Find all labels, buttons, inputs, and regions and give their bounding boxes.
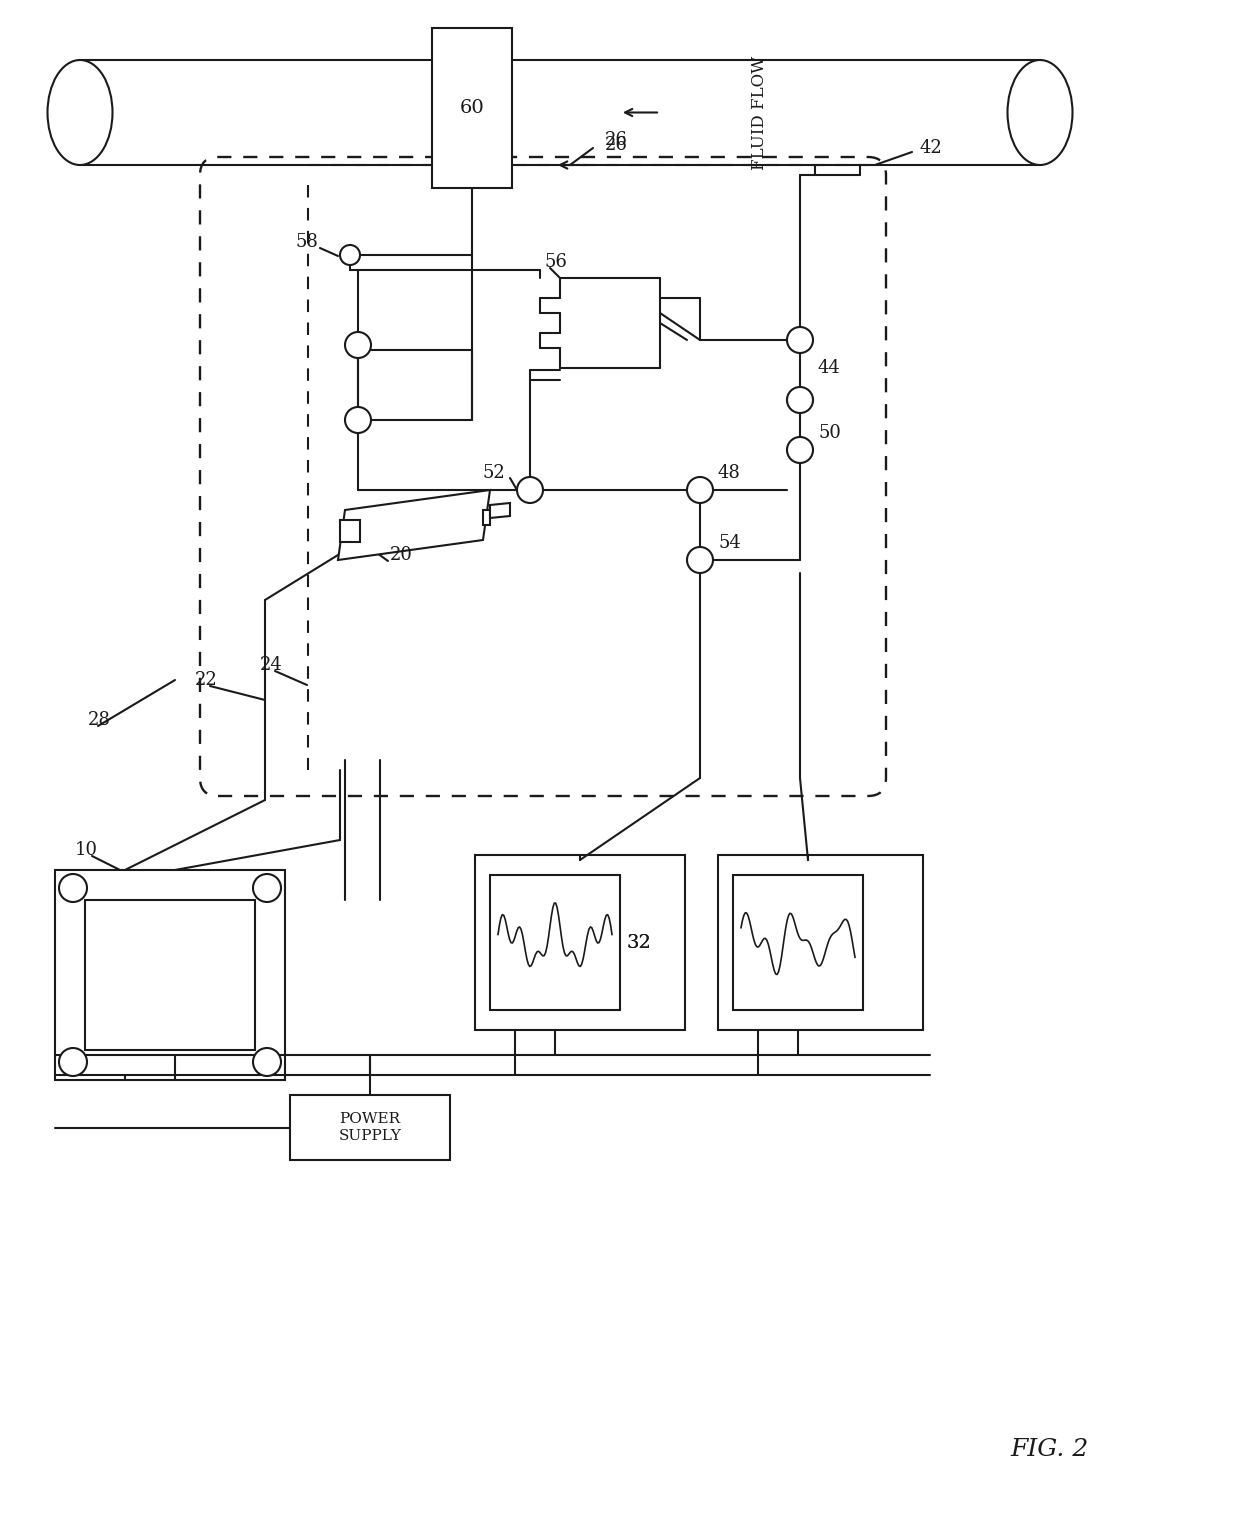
Ellipse shape — [47, 59, 113, 165]
Bar — [733, 875, 863, 1010]
Circle shape — [517, 477, 543, 503]
Text: 26: 26 — [605, 131, 627, 149]
Text: 22: 22 — [195, 671, 218, 689]
Ellipse shape — [1007, 59, 1073, 165]
Bar — [475, 855, 684, 1030]
Text: 20: 20 — [391, 546, 413, 564]
Circle shape — [253, 873, 281, 902]
Circle shape — [787, 328, 813, 354]
Circle shape — [60, 1049, 87, 1076]
Polygon shape — [339, 491, 490, 559]
Bar — [718, 855, 923, 1030]
Bar — [490, 875, 620, 1010]
Text: 24: 24 — [260, 655, 283, 674]
Bar — [86, 901, 255, 1050]
Bar — [432, 27, 512, 187]
Circle shape — [787, 437, 813, 463]
Text: 44: 44 — [818, 360, 841, 376]
Text: 10: 10 — [74, 841, 98, 860]
Circle shape — [787, 387, 813, 413]
Circle shape — [687, 547, 713, 573]
Text: FLUID FLOW: FLUID FLOW — [751, 55, 769, 169]
Circle shape — [253, 1049, 281, 1076]
Polygon shape — [484, 511, 490, 524]
Text: FIG. 2: FIG. 2 — [1011, 1439, 1089, 1462]
Polygon shape — [490, 503, 510, 518]
Circle shape — [340, 245, 360, 265]
Text: 50: 50 — [818, 424, 841, 442]
Circle shape — [345, 332, 371, 358]
Circle shape — [345, 407, 371, 433]
Text: 32: 32 — [626, 934, 651, 951]
Text: 58: 58 — [295, 233, 317, 251]
Text: 32: 32 — [626, 934, 651, 951]
Text: 28: 28 — [88, 712, 110, 728]
Text: 54: 54 — [718, 533, 740, 552]
Text: 48: 48 — [718, 463, 740, 482]
Text: 42: 42 — [920, 139, 942, 157]
Text: 52: 52 — [482, 463, 505, 482]
Text: 60: 60 — [460, 99, 485, 117]
Text: 56: 56 — [546, 253, 568, 271]
Circle shape — [687, 477, 713, 503]
Bar — [55, 870, 285, 1081]
Bar — [340, 520, 360, 543]
Text: POWER
SUPPLY: POWER SUPPLY — [339, 1113, 402, 1143]
Text: 26: 26 — [605, 136, 627, 154]
Circle shape — [60, 873, 87, 902]
Bar — [290, 1096, 450, 1160]
